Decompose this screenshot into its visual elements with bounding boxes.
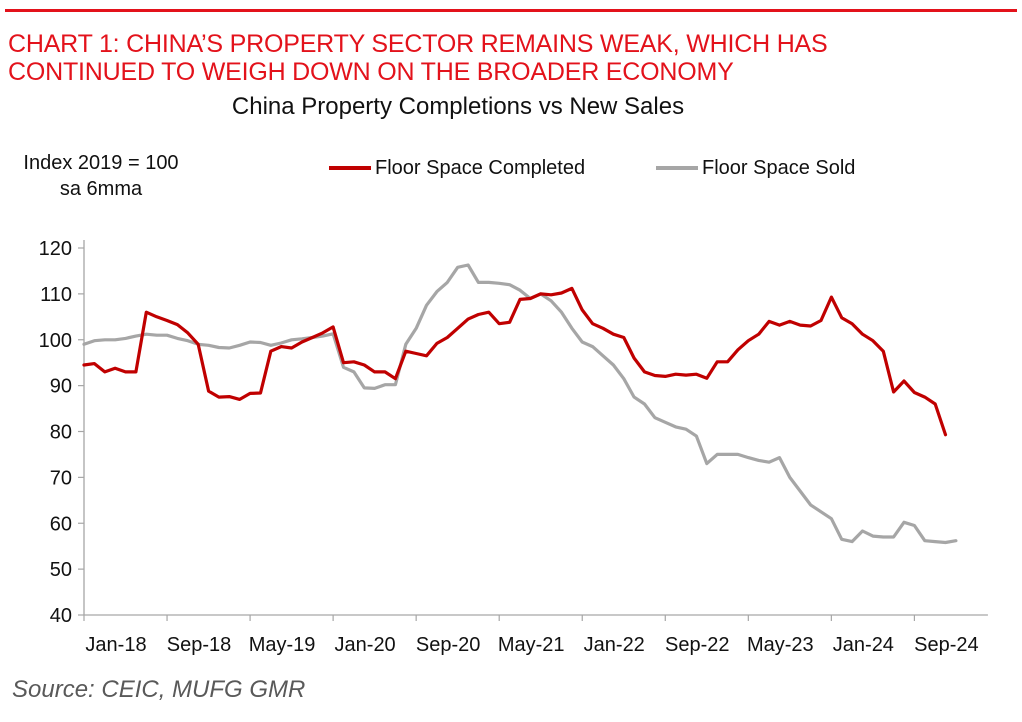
- x-tick-label: Sep-24: [914, 634, 979, 656]
- y-axis-label-line-1: Index 2019 = 100: [23, 152, 179, 174]
- x-tick-label: May-21: [498, 634, 565, 656]
- y-tick-label: 110: [40, 284, 72, 306]
- x-tick-label: Sep-18: [167, 634, 232, 656]
- legend-label-sold: Floor Space Sold: [702, 156, 856, 179]
- axes: 40 50 60 70 80 90 100 110 120 Jan-18 Sep-18 May-19 J…: [39, 238, 988, 656]
- y-tick-label: 100: [39, 330, 72, 352]
- header-rule: [5, 9, 1017, 12]
- x-tick-label: Jan-24: [833, 634, 894, 656]
- series-lines: [82, 263, 958, 545]
- x-tick-label: Jan-20: [335, 634, 396, 656]
- y-axis-label: Index 2019 = 100 sa 6mma: [16, 150, 186, 202]
- x-tick-label: Sep-20: [416, 634, 481, 656]
- legend-swatch-completed: [329, 166, 371, 170]
- headline-line-1: CHART 1: CHINA’S PROPERTY SECTOR REMAINS…: [8, 30, 828, 58]
- y-tick-label: 60: [50, 513, 72, 535]
- x-tick-label: Sep-22: [665, 634, 730, 656]
- y-tick-label: 50: [50, 559, 72, 581]
- y-tick-label: 90: [50, 376, 72, 398]
- headline-line-2: CONTINUED TO WEIGH DOWN ON THE BROADER E…: [8, 58, 734, 86]
- series-line-floor-space-sold: [82, 263, 958, 545]
- y-tick-label: 70: [50, 467, 72, 489]
- x-tick-label: May-23: [747, 634, 814, 656]
- legend-item-completed: Floor Space Completed: [329, 155, 585, 181]
- legend-item-sold: Floor Space Sold: [656, 155, 855, 181]
- x-tick-label: Jan-22: [584, 634, 645, 656]
- x-tick-label: May-19: [249, 634, 316, 656]
- legend-label-completed: Floor Space Completed: [375, 156, 586, 179]
- chart-headline: CHART 1: CHINA’S PROPERTY SECTOR REMAINS…: [8, 30, 1008, 86]
- y-tick-label: 40: [50, 605, 72, 627]
- legend-swatch-sold: [656, 166, 698, 170]
- y-axis-label-line-2: sa 6mma: [59, 178, 143, 200]
- x-tick-label: Jan-18: [85, 634, 146, 656]
- series-line-floor-space-completed: [82, 286, 948, 437]
- source-note: Source: CEIC, MUFG GMR: [12, 676, 306, 703]
- chart-title: China Property Completions vs New Sales: [231, 93, 685, 120]
- y-tick-label: 120: [39, 238, 72, 260]
- y-tick-label: 80: [50, 422, 72, 444]
